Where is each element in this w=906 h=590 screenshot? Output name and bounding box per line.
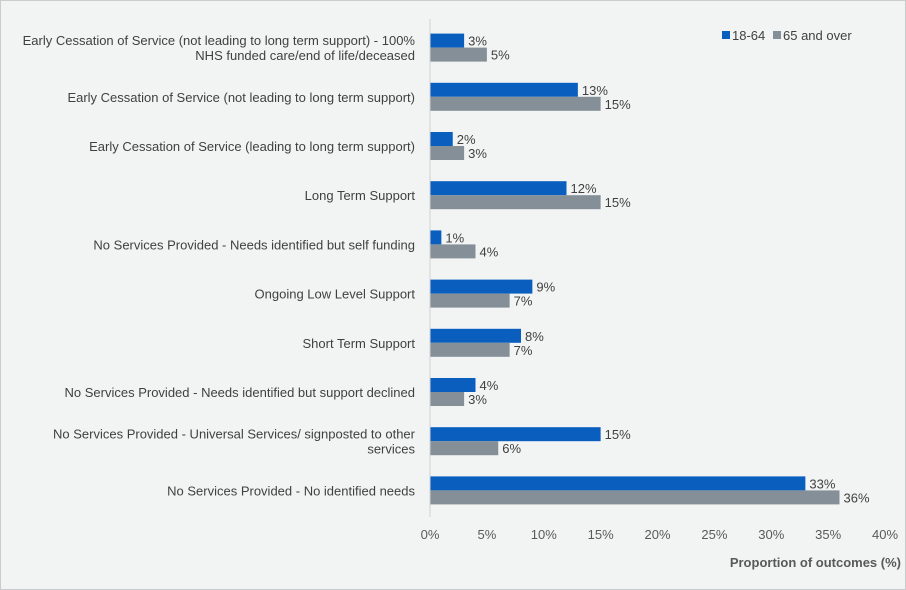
x-tick-label: 0%	[421, 527, 440, 542]
bar-age-65-plus	[430, 195, 601, 210]
category-label: Early Cessation of Service (leading to l…	[89, 139, 415, 154]
category-label: No Services Provided - Universal Service…	[53, 427, 416, 457]
category-labels-group: Early Cessation of Service (not leading …	[23, 33, 416, 498]
bar-age-18-64	[430, 33, 465, 48]
bar-age-18-64	[430, 82, 578, 97]
bar-age-65-plus	[430, 244, 476, 259]
legend-label: 18-64	[732, 28, 765, 43]
category-label: Short Term Support	[303, 336, 416, 351]
data-label: 36%	[844, 490, 870, 505]
bar-age-65-plus	[430, 392, 465, 406]
bar-age-18-64	[430, 476, 806, 491]
data-label: 1%	[445, 230, 464, 245]
x-tick-label: 30%	[758, 527, 784, 542]
category-label: No Services Provided - No identified nee…	[167, 483, 415, 498]
legend-swatch	[722, 31, 730, 39]
data-label: 4%	[480, 244, 499, 259]
category-label: No Services Provided - Needs identified …	[93, 237, 415, 252]
x-axis-title: Proportion of outcomes (%)	[730, 555, 901, 570]
legend-label: 65 and over	[783, 28, 852, 43]
x-tick-label: 25%	[701, 527, 727, 542]
data-label: 15%	[605, 97, 631, 112]
x-tick-label: 5%	[477, 527, 496, 542]
data-label: 9%	[536, 280, 555, 295]
bar-age-18-64	[430, 328, 521, 343]
data-label: 33%	[809, 476, 835, 491]
legend: 18-64 65 and over	[722, 28, 852, 43]
bar-age-18-64	[430, 378, 476, 392]
data-label: 12%	[571, 181, 597, 196]
data-label: 4%	[480, 378, 499, 393]
x-tick-label: 35%	[815, 527, 841, 542]
x-tick-label: 20%	[644, 527, 670, 542]
category-label: Early Cessation of Service (not leading …	[67, 90, 415, 105]
bars-group: 3%5%13%15%2%3%12%15%1%4%9%7%8%7%4%3%15%6…	[430, 33, 870, 505]
x-tick-label: 10%	[531, 527, 557, 542]
category-label: Early Cessation of Service (not leading …	[23, 33, 416, 63]
data-label: 3%	[468, 146, 487, 161]
category-label: No Services Provided - Needs identified …	[65, 385, 415, 400]
data-label: 6%	[502, 441, 521, 456]
data-label: 15%	[605, 427, 631, 442]
bar-age-18-64	[430, 427, 601, 442]
data-label: 2%	[457, 132, 476, 147]
bar-age-65-plus	[430, 441, 499, 456]
data-label: 7%	[514, 294, 533, 309]
bar-age-65-plus	[430, 47, 487, 62]
data-label: 5%	[491, 48, 510, 63]
data-label: 7%	[514, 343, 533, 358]
x-axis: 0% 5% 10% 15% 20% 25% 30% 35% 40%	[421, 19, 898, 542]
bar-age-65-plus	[430, 342, 510, 357]
bar-age-65-plus	[430, 490, 840, 505]
bar-age-18-64	[430, 279, 533, 294]
category-label: Ongoing Low Level Support	[255, 287, 416, 302]
data-label: 8%	[525, 329, 544, 344]
data-label: 3%	[468, 34, 487, 49]
x-tick-label: 40%	[872, 527, 898, 542]
bar-age-18-64	[430, 230, 442, 245]
x-tick-label: 15%	[588, 527, 614, 542]
bar-age-18-64	[430, 181, 567, 196]
bar-age-65-plus	[430, 293, 510, 308]
data-label: 15%	[605, 195, 631, 210]
data-label: 3%	[468, 392, 487, 407]
bar-age-18-64	[430, 132, 453, 146]
data-label: 13%	[582, 83, 608, 98]
bar-age-65-plus	[430, 146, 465, 160]
legend-swatch	[773, 31, 781, 39]
bar-age-65-plus	[430, 96, 601, 111]
category-label: Long Term Support	[305, 188, 416, 203]
